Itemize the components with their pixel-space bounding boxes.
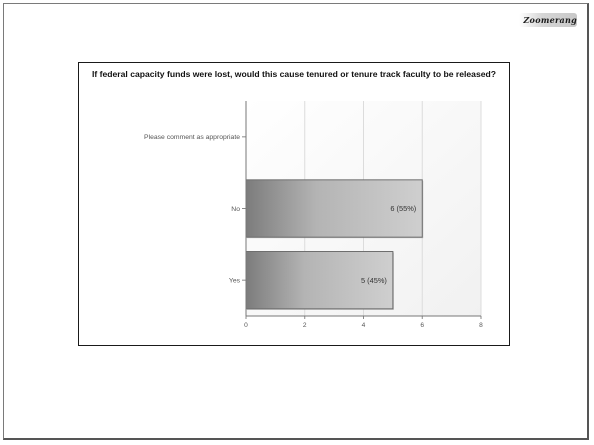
zoomerang-logo: Zoomerang (519, 12, 577, 28)
data-label: 5 (45%) (361, 276, 387, 285)
category-label: No (231, 206, 240, 213)
logo-swoosh (519, 13, 577, 27)
category-label: Yes (229, 278, 241, 285)
bar (245, 251, 394, 310)
chart-title: If federal capacity funds were lost, wou… (91, 69, 497, 79)
x-tick-label: 6 (420, 322, 424, 329)
category-label: Please comment as appropriate (144, 134, 240, 141)
chart-container: If federal capacity funds were lost, wou… (78, 62, 510, 346)
x-tick-label: 0 (244, 322, 248, 329)
x-tick-label: 8 (479, 322, 483, 329)
x-tick-label: 2 (303, 322, 307, 329)
data-label: 6 (55%) (390, 204, 416, 213)
x-tick-label: 4 (362, 322, 366, 329)
bar (245, 179, 423, 238)
logo-text: Zoomerang (523, 15, 577, 25)
bar-chart: 0 2 4 6 8 Please comment as appropriate No 6 (5… (144, 101, 483, 329)
